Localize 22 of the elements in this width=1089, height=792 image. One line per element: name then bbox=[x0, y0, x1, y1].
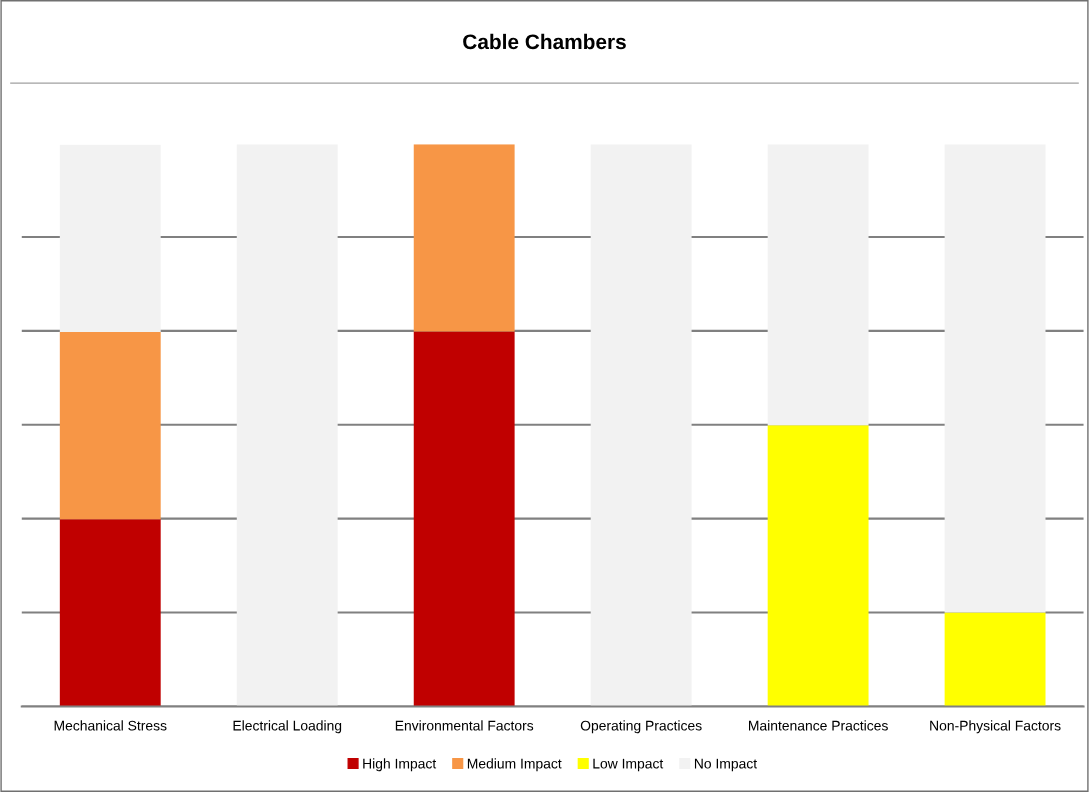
bar bbox=[236, 144, 338, 707]
bar bbox=[59, 519, 161, 707]
bar bbox=[944, 144, 1046, 613]
x-tick-label: Non-Physical Factors bbox=[930, 720, 1061, 734]
legend-label: No Impact bbox=[694, 758, 758, 772]
bar bbox=[413, 331, 515, 707]
x-tick-label: Environmental Factors bbox=[395, 720, 534, 731]
bar bbox=[59, 144, 161, 332]
bar bbox=[59, 331, 161, 520]
x-tick-label: Maintenance Practices bbox=[749, 720, 888, 731]
bar bbox=[590, 144, 692, 707]
x-tick-label: Electrical Loading bbox=[233, 720, 342, 734]
legend-label: Medium Impact bbox=[467, 758, 562, 772]
bar bbox=[767, 425, 869, 707]
bar bbox=[944, 612, 1046, 707]
legend-label: High Impact bbox=[363, 758, 437, 772]
x-tick-label: Mechanical Stress bbox=[54, 720, 167, 731]
legend-label: Low Impact bbox=[593, 758, 664, 772]
bar bbox=[767, 144, 869, 426]
bar bbox=[413, 144, 515, 332]
chart-title: Cable Chambers bbox=[463, 33, 626, 50]
x-tick-label: Operating Practices bbox=[580, 720, 702, 734]
